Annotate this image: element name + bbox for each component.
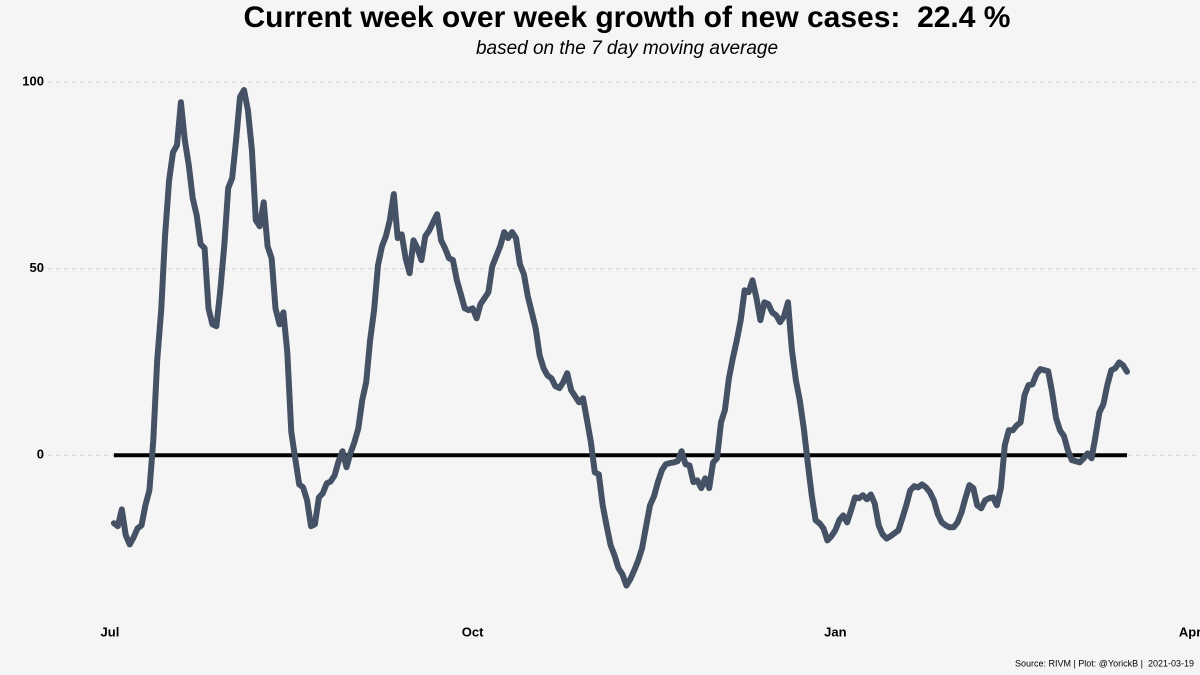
- caption: Source: RIVM | Plot: @YorickB | 2021-03-…: [1015, 658, 1194, 668]
- chart-subtitle: based on the 7 day moving average: [476, 38, 778, 59]
- x-tick-label: Apr: [1179, 624, 1200, 639]
- y-tick-label: 0: [37, 447, 44, 462]
- y-tick-label: 50: [30, 260, 44, 275]
- x-tick-label: Jan: [824, 624, 846, 639]
- x-tick-label: Jul: [101, 624, 120, 639]
- chart-title: Current week over week growth of new cas…: [244, 1, 1011, 34]
- x-tick-label: Oct: [462, 624, 484, 639]
- data-line: [110, 87, 1130, 589]
- y-tick-label: 100: [22, 74, 44, 89]
